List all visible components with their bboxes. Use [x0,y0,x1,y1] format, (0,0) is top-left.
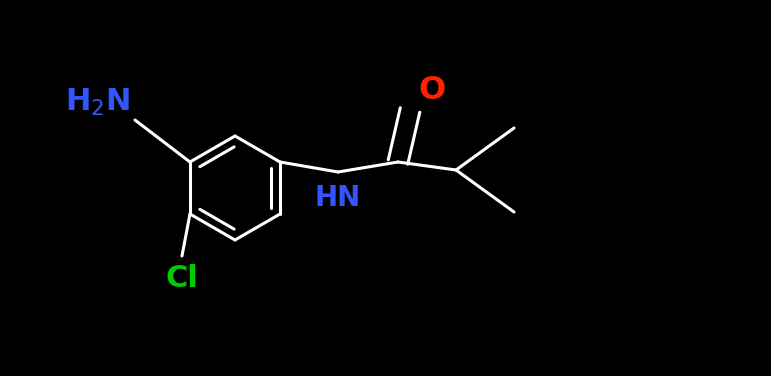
Text: HN: HN [315,184,361,212]
Text: O: O [418,75,446,106]
Text: H$_2$N: H$_2$N [65,87,130,118]
Text: Cl: Cl [166,264,198,293]
